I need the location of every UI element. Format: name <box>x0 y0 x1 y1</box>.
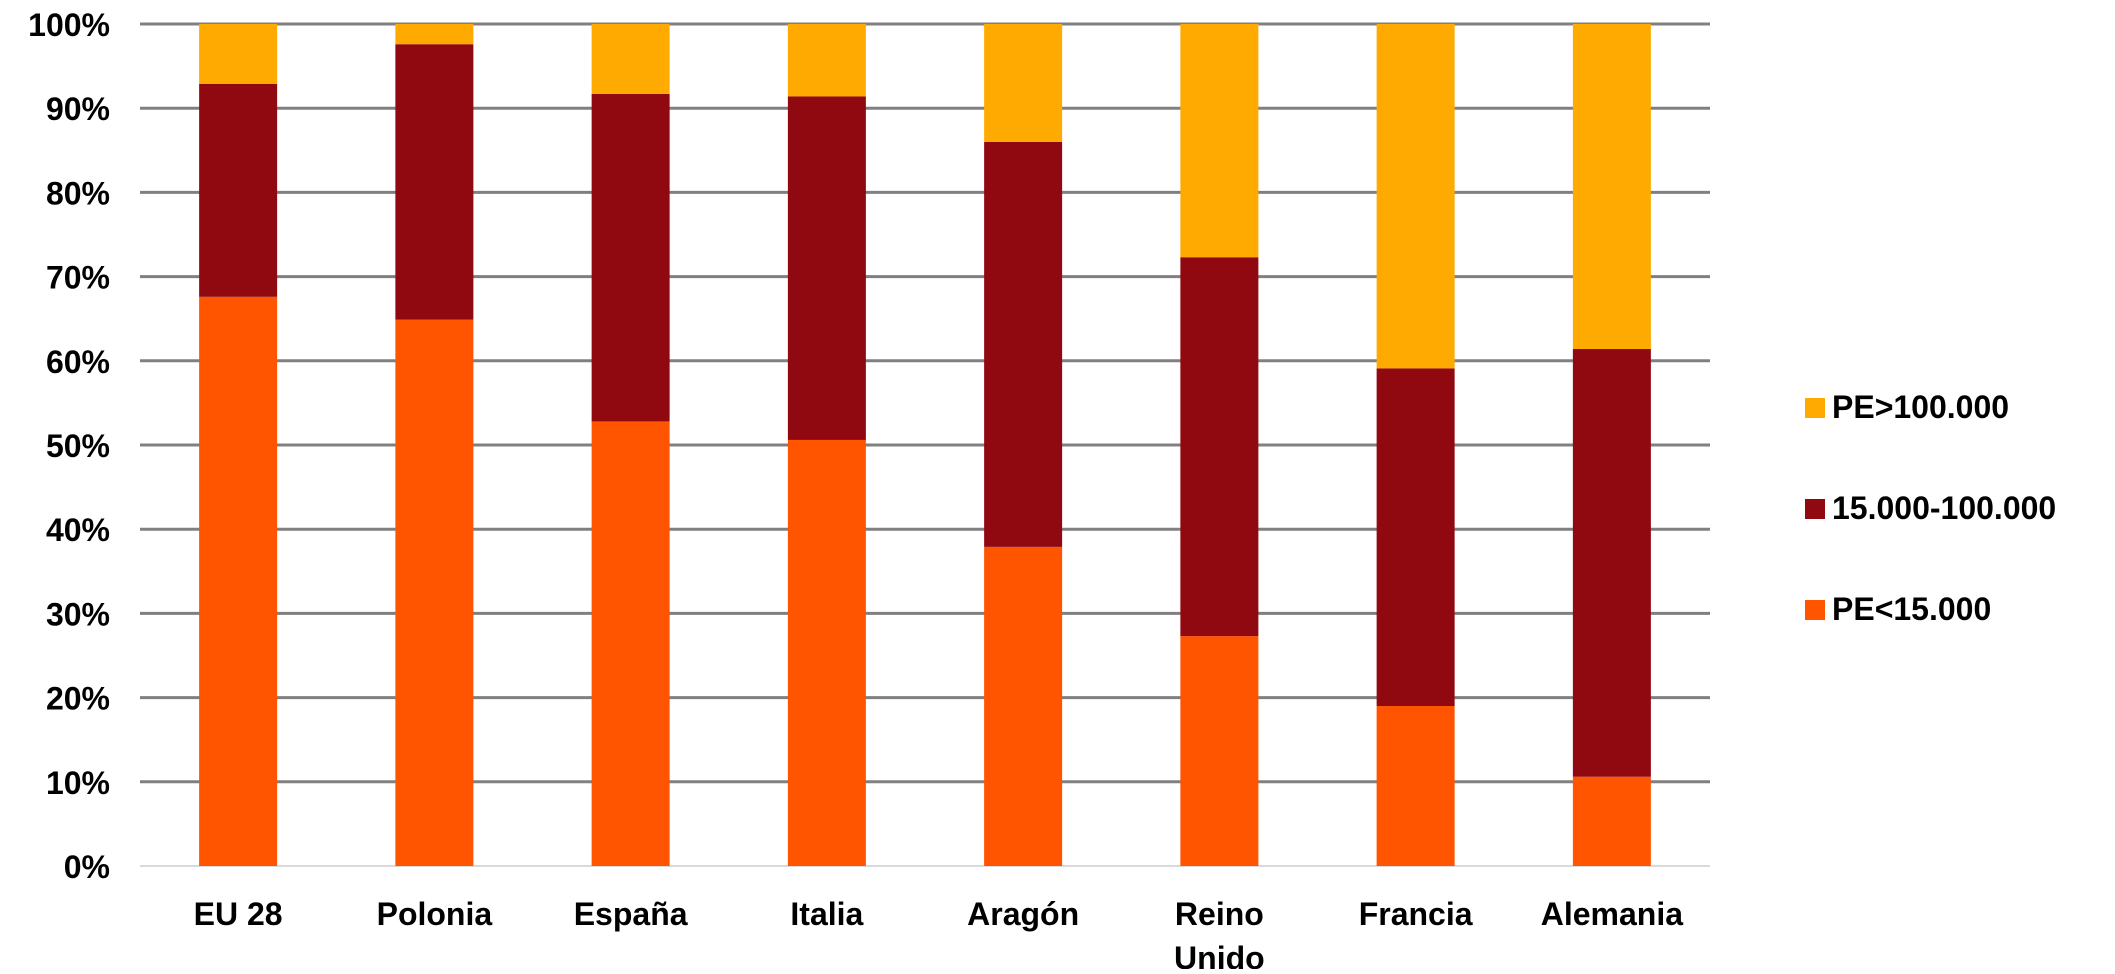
y-axis: 0% 10% 20% 30% 40% 50% 60% 70% 80% 90% 100% <box>28 7 110 885</box>
x-axis: EU 28 Polonia España Italia Aragón Reino Unido… <box>194 896 1684 974</box>
x-tick-label: Aragón <box>967 896 1079 932</box>
y-tick-label: 70% <box>46 260 110 296</box>
x-tick-label: Italia <box>790 896 863 932</box>
bar-segment <box>1572 776 1651 866</box>
bar-segment <box>1376 706 1455 866</box>
x-tick-label: Alemania <box>1541 896 1683 932</box>
y-tick-label: 30% <box>46 596 110 632</box>
bar-segment <box>591 421 670 866</box>
y-tick-label: 10% <box>46 765 110 801</box>
bar-segment <box>1376 24 1455 369</box>
x-tick-label: EU 28 <box>194 896 283 932</box>
bar-segment <box>1180 257 1259 637</box>
y-tick-label: 60% <box>46 344 110 380</box>
bar-segment <box>395 44 474 320</box>
bar-segment <box>395 24 474 45</box>
legend-swatch <box>1805 600 1825 620</box>
legend-swatch <box>1805 398 1825 418</box>
legend: PE>100.000 15.000-100.000 PE<15.000 <box>1805 389 2056 627</box>
bar-segment <box>591 24 670 94</box>
x-tick-label: España <box>574 896 688 932</box>
y-tick-label: 90% <box>46 91 110 127</box>
legend-swatch <box>1805 499 1825 519</box>
bar-segment <box>787 24 866 97</box>
y-tick-label: 0% <box>64 849 110 885</box>
bar-segment <box>984 24 1063 142</box>
x-tick-label: Polonia <box>377 896 493 932</box>
bar-segment <box>1572 24 1651 350</box>
bar-segment <box>199 296 278 867</box>
legend-label: PE>100.000 <box>1832 389 2009 425</box>
bar-segment <box>984 546 1063 866</box>
bar-segment <box>1572 349 1651 777</box>
bar-segment <box>1180 24 1259 258</box>
bar-segment <box>787 96 866 440</box>
bar-segment <box>591 93 670 422</box>
bar-segment <box>1376 368 1455 707</box>
y-tick-label: 80% <box>46 175 110 211</box>
bar-segment <box>787 439 866 866</box>
x-tick-label: Francia <box>1359 896 1473 932</box>
y-tick-label: 40% <box>46 512 110 548</box>
bars <box>199 24 1651 867</box>
bar-segment <box>199 83 278 297</box>
legend-label: PE<15.000 <box>1832 591 1991 627</box>
bar-segment <box>395 319 474 866</box>
y-tick-label: 100% <box>28 7 110 43</box>
legend-label: 15.000-100.000 <box>1832 490 2056 526</box>
gridlines <box>140 22 1710 867</box>
bar-segment <box>984 141 1063 547</box>
bar-segment <box>199 24 278 84</box>
y-tick-label: 20% <box>46 681 110 717</box>
x-tick-label: Reino Unido <box>1174 896 1265 969</box>
y-tick-label: 50% <box>46 428 110 464</box>
bar-segment <box>1180 636 1259 866</box>
